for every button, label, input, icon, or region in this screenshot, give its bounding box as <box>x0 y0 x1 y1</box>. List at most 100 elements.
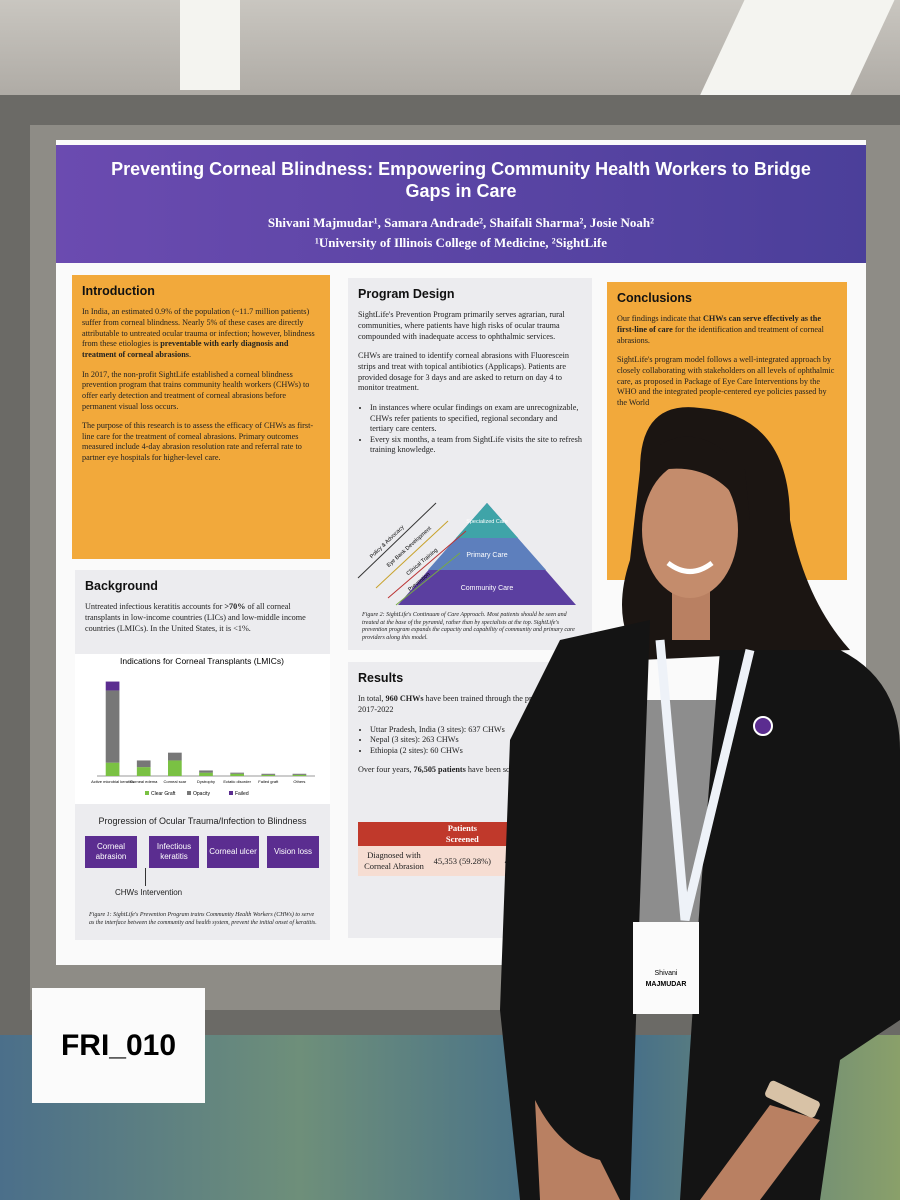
background-section: Background Untreated infectious keratiti… <box>75 570 330 940</box>
bar-segment <box>230 773 244 776</box>
text-run: SightLife's Prevention Program primarily… <box>358 310 565 341</box>
text-run: 76,505 patients <box>413 764 466 774</box>
section-heading: Program Design <box>358 287 455 301</box>
poster-authors: Shivani Majmudar¹, Samara Andrade², Shai… <box>267 215 655 230</box>
paragraph: Our findings indicate that CHWs can serv… <box>617 314 837 346</box>
table-header: Patients Screened <box>445 823 479 845</box>
badge-first-name: Shivani <box>655 970 678 977</box>
intervention-label: CHWs Intervention <box>115 888 183 897</box>
bar-segment <box>136 760 151 768</box>
text-run: In India, an estimated 0.9% of the popul… <box>82 307 315 349</box>
bar-segment <box>105 762 120 776</box>
pin <box>753 716 773 736</box>
hand <box>700 1105 820 1200</box>
smile <box>666 560 714 574</box>
flow-node: Corneal ulcer <box>207 836 259 868</box>
text-run: In total, <box>358 694 386 704</box>
bar-segment <box>292 773 307 775</box>
legend-label: Clear Graft <box>151 791 176 797</box>
legend-swatch <box>145 791 149 795</box>
pyramid-label: Primary Care <box>466 552 507 559</box>
arrow <box>395 552 461 606</box>
table-row-label: Diagnosed with Corneal Abrasion <box>364 850 424 872</box>
program-design-section: Program Design SightLife's Prevention Pr… <box>348 278 592 650</box>
bullet-list: Uttar Pradesh, India (3 sites): 637 CHWs… <box>358 725 582 757</box>
text-run: SightLife's program model follows a well… <box>617 355 835 407</box>
bar-segment <box>199 772 213 776</box>
paragraph: CHWs are trained to identify corneal abr… <box>358 351 582 394</box>
intervention-arrow <box>145 868 146 886</box>
pyramid-top <box>456 503 518 538</box>
x-tick-label: Others <box>293 779 305 784</box>
bar-chart: Indications for Corneal Transplants (LMI… <box>75 654 330 804</box>
section-body: SightLife's Prevention Program primarily… <box>358 310 582 394</box>
name-badge <box>633 922 699 1014</box>
jacket-right <box>680 650 900 1200</box>
bullet-list: In instances where ocular findings on ex… <box>358 403 582 456</box>
text-run: of all corneal transplants in low-income… <box>85 602 306 633</box>
x-tick-label: Active microbial keratitis <box>91 779 134 784</box>
x-tick-label: Corneal scar <box>164 779 187 784</box>
bullet: In instances where ocular findings on ex… <box>370 403 582 435</box>
bullet: Nepal (3 sites): 263 CHWs <box>370 735 582 746</box>
x-tick-label: Dystrophy <box>197 779 215 784</box>
legend-swatch <box>229 791 233 795</box>
text-run: Our findings indicate that <box>617 314 703 324</box>
hair-fringe <box>660 436 750 520</box>
bar-segment <box>105 690 120 763</box>
introduction-section: Introduction In India, an estimated 0.9%… <box>72 275 330 559</box>
bar-segment <box>292 774 307 776</box>
bar-segment <box>230 772 244 774</box>
paragraph: SightLife's Prevention Program primarily… <box>358 310 582 342</box>
text-run: have been trained through the program be… <box>358 694 582 714</box>
bar-segment <box>261 773 276 775</box>
table-cell: 45,353 (59.28%) <box>433 855 492 866</box>
arrow <box>375 520 449 589</box>
arrow <box>387 530 467 599</box>
paragraph: In total, 960 CHWs have been trained thr… <box>358 694 582 715</box>
legend-swatch <box>187 791 191 795</box>
watch <box>765 1080 820 1118</box>
bar-segment <box>136 767 151 776</box>
bar-segment <box>261 774 276 776</box>
text-run: . <box>188 349 191 359</box>
text-run: 960 CHWs <box>385 694 424 704</box>
x-tick-label: Failed graft <box>258 779 279 784</box>
jacket-left <box>500 620 650 1200</box>
paragraph: In 2017, the non-profit SightLife establ… <box>82 370 320 413</box>
section-heading: Introduction <box>82 284 155 298</box>
text-run: for the identification and treatment of … <box>617 324 824 345</box>
bullet: Uttar Pradesh, India (3 sites): 637 CHWs <box>370 725 582 736</box>
pyramid-label: Specialized Care <box>466 519 508 525</box>
figure-caption: Figure 1: SightLife's Prevention Program… <box>89 912 317 926</box>
flow-node: Corneal abrasion <box>85 836 137 868</box>
poster-title: Preventing Corneal Blindness: Empowering… <box>111 159 811 201</box>
bar-segment <box>105 681 120 691</box>
bar-segment <box>168 760 182 776</box>
section-body: Untreated infectious keratitis accounts … <box>85 602 320 634</box>
text-run: CHWs are trained to identify corneal abr… <box>358 351 569 393</box>
flow-title: Progression of Ocular Trauma/Infection t… <box>98 816 307 826</box>
face <box>642 462 738 598</box>
section-body: In total, 960 CHWs have been trained thr… <box>358 694 582 715</box>
flow-node: Infectious keratitis <box>149 836 199 868</box>
x-tick-label: Ectatic disorder <box>223 779 251 784</box>
text-run: In 2017, the non-profit SightLife establ… <box>82 369 310 411</box>
text-run: >70% <box>224 602 246 612</box>
text-run: The purpose of this research is to asses… <box>82 421 314 463</box>
hand <box>535 1100 620 1200</box>
bar-segment <box>199 770 213 773</box>
bar-segment <box>168 752 182 761</box>
arrow <box>357 502 437 579</box>
badge-last-name: MAJMUDAR <box>646 981 687 988</box>
bullet: Every six months, a team from SightLife … <box>370 435 582 456</box>
lanyard <box>655 639 755 922</box>
light <box>180 0 240 90</box>
pyramid-figure: Specialized Care Primary Care Community Ca… <box>357 502 576 606</box>
section-heading: Background <box>85 579 158 593</box>
legend-label: Opacity <box>193 791 210 797</box>
paragraph: The purpose of this research is to asses… <box>82 421 320 464</box>
bullet: Ethiopia (2 sites): 60 CHWs <box>370 746 582 757</box>
poster-affiliation: ¹University of Illinois College of Medic… <box>315 235 607 250</box>
